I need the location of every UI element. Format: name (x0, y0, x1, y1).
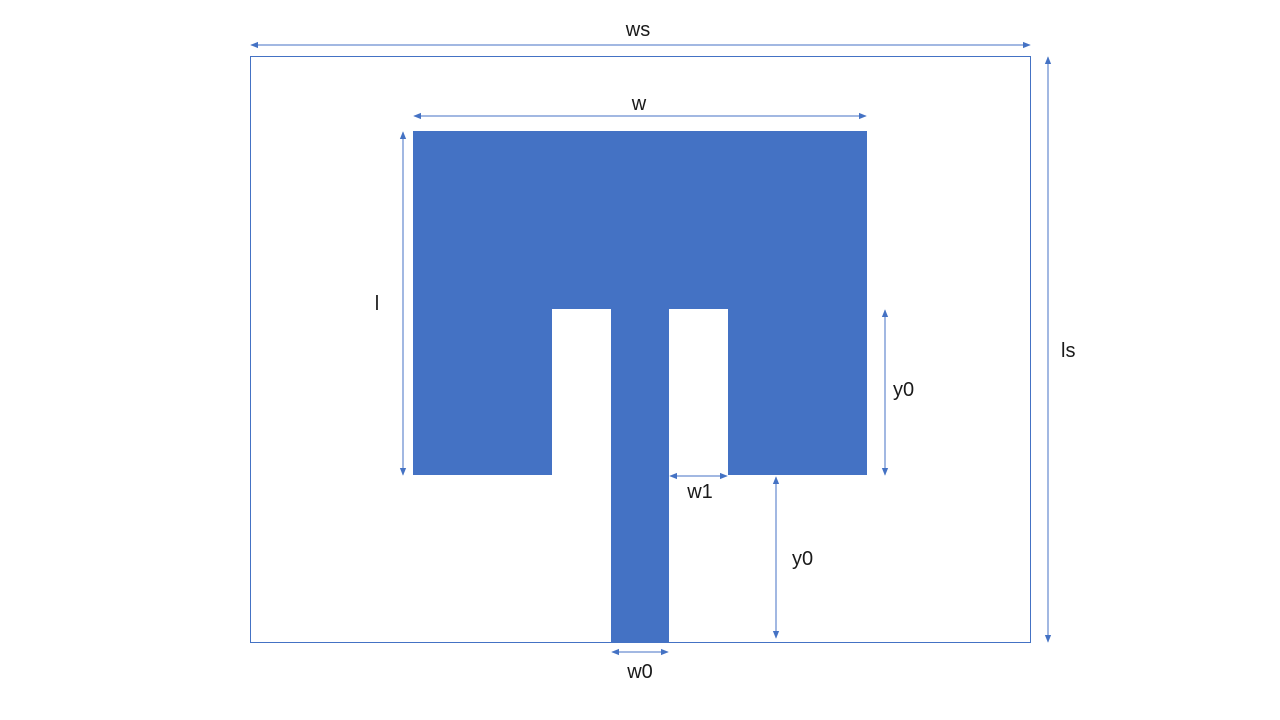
w-label: w (631, 93, 647, 115)
w1-label: w1 (686, 481, 713, 503)
ws-label: ws (625, 19, 650, 41)
y0-feed-label: y0 (792, 548, 813, 570)
ls-label: ls (1061, 340, 1075, 362)
y0-inset-label: y0 (893, 379, 914, 401)
w0-label: w0 (626, 661, 653, 683)
l-label: l (375, 293, 379, 315)
radiating-patch (413, 131, 867, 643)
